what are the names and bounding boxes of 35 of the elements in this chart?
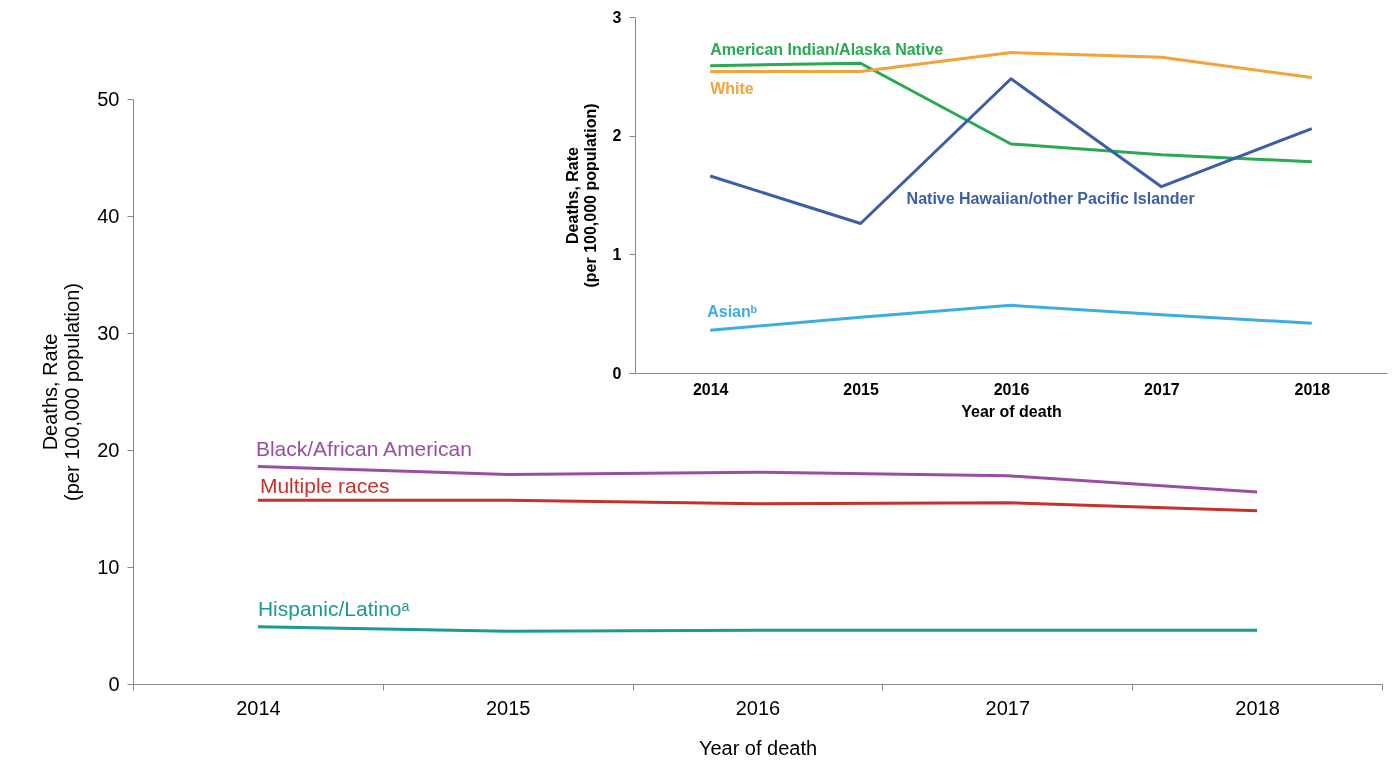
y-tick-label: 1 xyxy=(612,245,622,263)
y-axis-title: Deaths, Rate (per 100,000 population) xyxy=(39,283,84,501)
x-tick-label: 2015 xyxy=(485,696,531,719)
x-tick-label: 2017 xyxy=(985,696,1031,719)
y-tick-label: 40 xyxy=(97,204,120,227)
x-axis-title: Year of death xyxy=(961,402,1062,420)
y-axis-title: Deaths, Rate (per 100,000 population) xyxy=(563,103,599,288)
series-label: Native Hawaiian/other Pacific Islander xyxy=(906,190,1195,208)
x-tick-label: 2017 xyxy=(1144,380,1180,398)
series-label: Multiple races xyxy=(259,474,390,498)
y-tick-label: 0 xyxy=(612,364,622,382)
y-tick-label: 3 xyxy=(612,8,622,26)
y-tick-label: 2 xyxy=(612,127,622,145)
x-axis-title: Year of death xyxy=(698,736,818,759)
series-label: Asianᵇ xyxy=(707,303,758,321)
x-tick-label: 2016 xyxy=(993,380,1030,398)
x-tick-label: 2014 xyxy=(692,380,729,398)
line-series xyxy=(708,61,1314,164)
x-tick-label: 2014 xyxy=(236,696,281,719)
series-label: Black/African American xyxy=(255,437,472,461)
x-tick-label: 2018 xyxy=(1235,696,1280,719)
x-tick-label: 2015 xyxy=(843,380,879,398)
y-tick-label: 0 xyxy=(108,672,120,695)
series-label: White xyxy=(710,79,754,97)
series-label: Hispanic/Latinoᵃ xyxy=(257,596,410,620)
line-series xyxy=(256,498,1259,513)
y-tick-label: 50 xyxy=(97,87,120,110)
y-tick-label: 30 xyxy=(97,321,120,344)
x-tick-label: 2018 xyxy=(1294,380,1331,398)
y-tick-label: 20 xyxy=(97,438,120,461)
series-label: American Indian/Alaska Native xyxy=(710,40,944,58)
line-series xyxy=(708,77,1314,225)
x-tick-label: 2016 xyxy=(735,696,781,719)
y-tick-label: 10 xyxy=(97,555,120,578)
line-series xyxy=(708,303,1314,332)
